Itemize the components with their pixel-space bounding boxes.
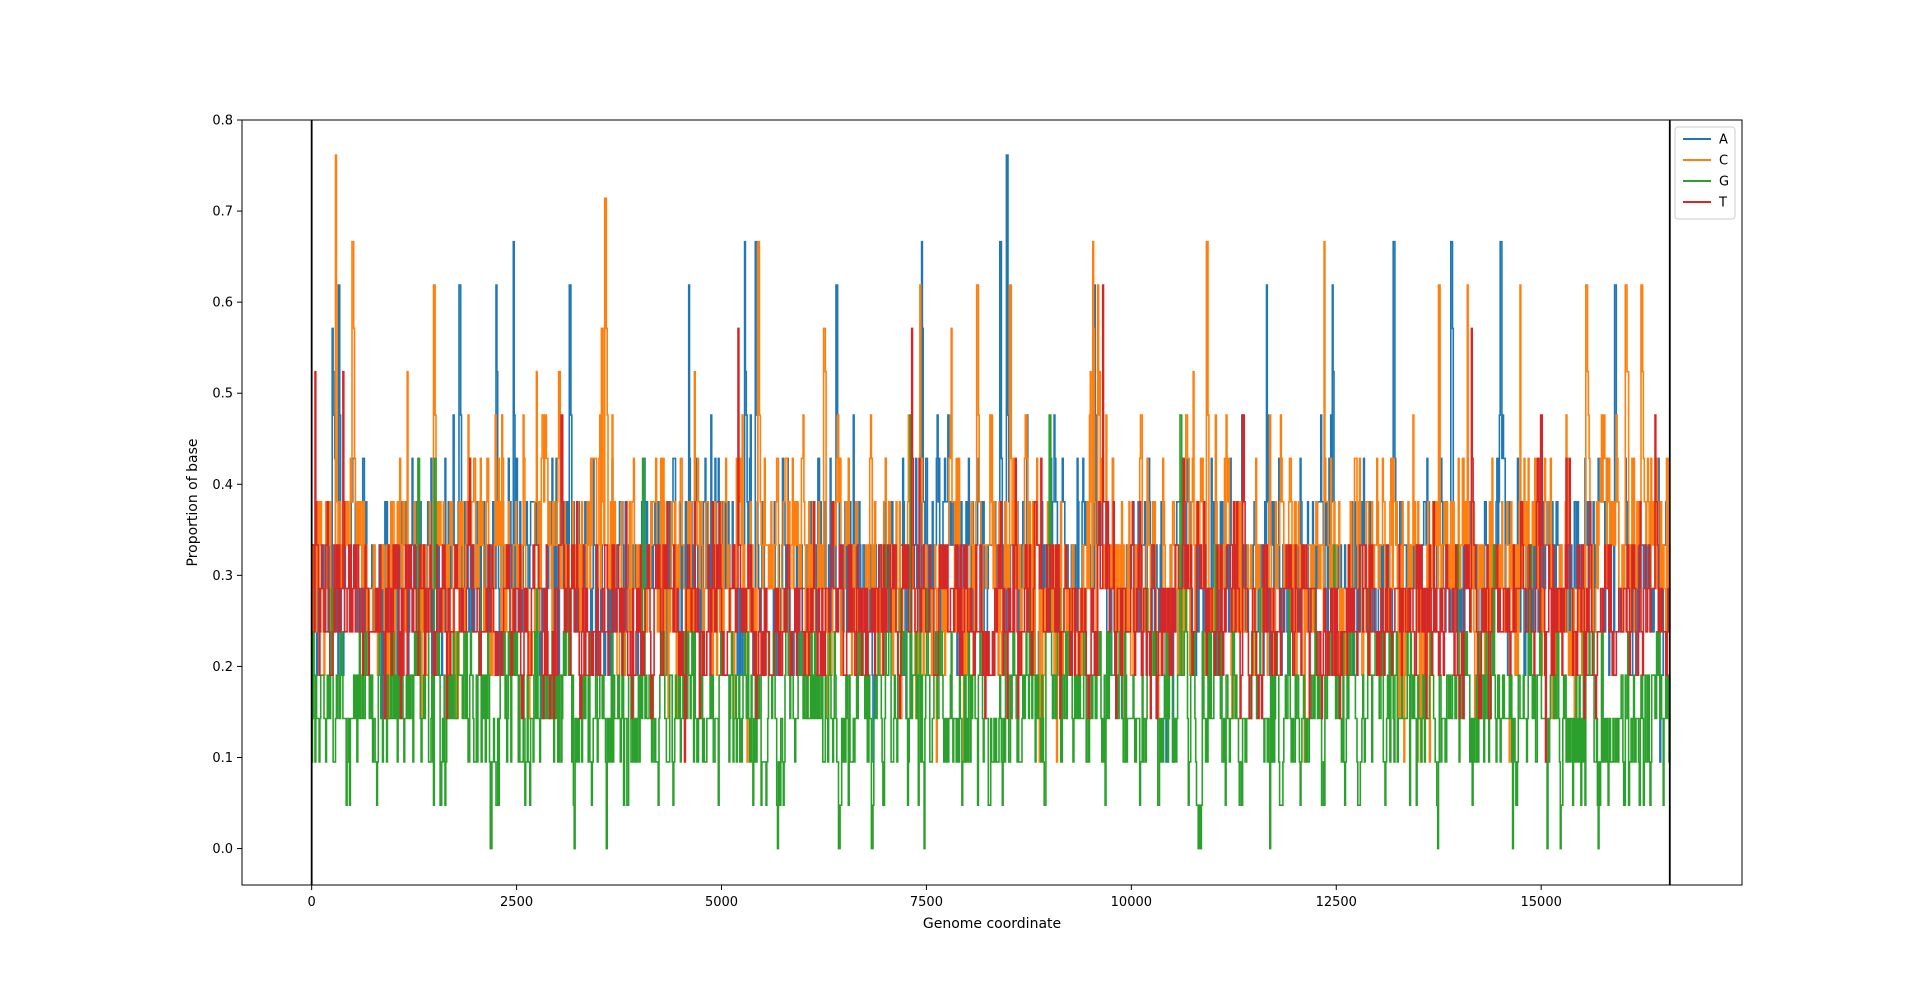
y-tick-label: 0.1	[212, 751, 233, 766]
x-tick-label: 10000	[1111, 895, 1152, 910]
boundary-lines	[310, 120, 1671, 885]
legend-label-a: A	[1719, 133, 1728, 148]
x-axis-ticks: 0 2500 5000 7500 10000 12500 15000	[308, 885, 1562, 910]
y-tick-label: 0.2	[212, 660, 233, 675]
x-tick-label: 2500	[500, 895, 533, 910]
y-tick-label: 0.4	[212, 478, 233, 493]
x-tick-label: 12500	[1316, 895, 1357, 910]
y-tick-label: 0.0	[212, 842, 233, 857]
y-tick-label: 0.5	[212, 387, 233, 402]
y-axis-label: Proportion of base	[185, 438, 201, 566]
x-tick-label: 15000	[1521, 895, 1562, 910]
y-tick-label: 0.3	[212, 569, 233, 584]
series-line-t	[311, 284, 1671, 763]
x-tick-label: 5000	[705, 895, 738, 910]
y-tick-label: 0.6	[212, 296, 233, 311]
x-tick-label: 0	[308, 895, 316, 910]
legend-label-g: G	[1719, 175, 1729, 190]
series-layer	[311, 154, 1671, 850]
y-tick-label: 0.7	[212, 205, 233, 220]
x-axis-label: Genome coordinate	[923, 916, 1061, 932]
plot-frame	[241, 119, 1743, 886]
y-tick-label: 0.8	[212, 114, 233, 129]
legend-box	[1674, 126, 1736, 220]
legend-label-c: C	[1719, 154, 1728, 169]
legend-label-t: T	[1718, 196, 1727, 211]
x-tick-label: 7500	[910, 895, 943, 910]
series-line-g	[311, 414, 1671, 850]
y-axis-ticks: 0.0 0.1 0.2 0.3 0.4 0.5 0.6 0.7 0.8	[212, 114, 242, 857]
